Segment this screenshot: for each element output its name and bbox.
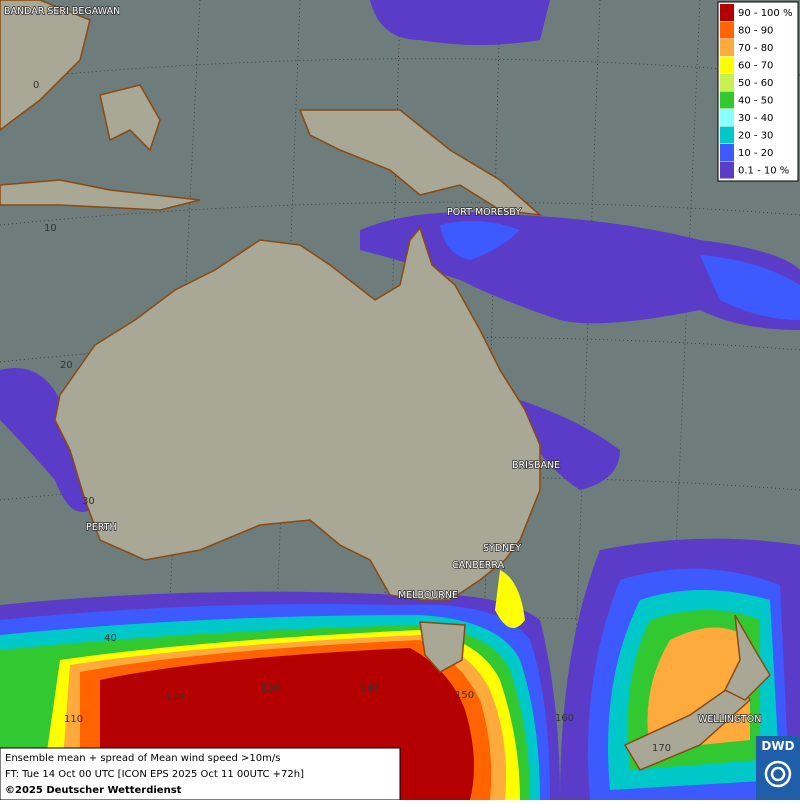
footer-box [0,747,401,801]
legend-label: 50 - 60 [738,78,773,89]
legend-swatch [720,161,734,179]
legend-label: 40 - 50 [738,96,773,107]
place-label: CANBERRA [452,560,505,571]
grid-label: 10 [44,223,57,234]
legend-label: 70 - 80 [738,43,773,54]
legend-label: 20 - 30 [738,131,773,142]
legend-swatch [720,144,734,161]
grid-label: 0 [33,80,39,91]
legend-swatch [720,39,734,56]
legend-swatch [720,56,734,74]
land [0,0,771,771]
place-label: SYDNEY [483,543,521,554]
footer-line: ©2025 Deutscher Wetterdienst [5,785,182,796]
legend-label: 30 - 40 [738,113,773,124]
legend-swatch [720,74,734,91]
place-label: PORT MORESBY [447,207,521,218]
place-label: BANDAR SERI BEGAWAN [4,6,120,17]
grid-label: 150 [455,690,474,701]
grid-label: 170 [652,743,671,754]
grid-label: 40 [104,633,117,644]
grid-label: 110 [64,714,83,725]
grid-label: 130 [261,683,280,694]
grid-label: 30 [82,496,95,507]
legend-swatch [720,21,734,39]
logo-text: DWD [761,739,794,753]
place-label: BRISBANE [512,460,560,471]
grid-label: 120 [165,692,184,703]
place-label: WELLINGTON [698,714,761,725]
grid-label: 20 [60,360,73,371]
place-label: PERTH [86,522,117,533]
legend-swatch [720,109,734,126]
legend-swatch [720,126,734,144]
legend-swatch [720,4,734,21]
legend-swatch [720,91,734,109]
footer-line: Ensemble mean + spread of Mean wind spee… [5,753,280,764]
legend-label: 60 - 70 [738,61,773,72]
place-label: MELBOURNE [398,590,458,601]
grid-label: 140 [360,683,379,694]
legend-label: 90 - 100 % [738,8,792,19]
legend-label: 80 - 90 [738,26,773,37]
logo-icon [764,760,792,788]
legend-label: 10 - 20 [738,148,773,159]
legend: 90 - 100 % 80 - 90 70 - 80 60 - 70 50 - 60 40… [717,1,799,182]
legend-label: 0.1 - 10 % [738,166,789,177]
grid-label: 160 [555,713,574,724]
footer-line: FT: Tue 14 Oct 00 UTC [ICON EPS 2025 Oct… [5,769,304,780]
